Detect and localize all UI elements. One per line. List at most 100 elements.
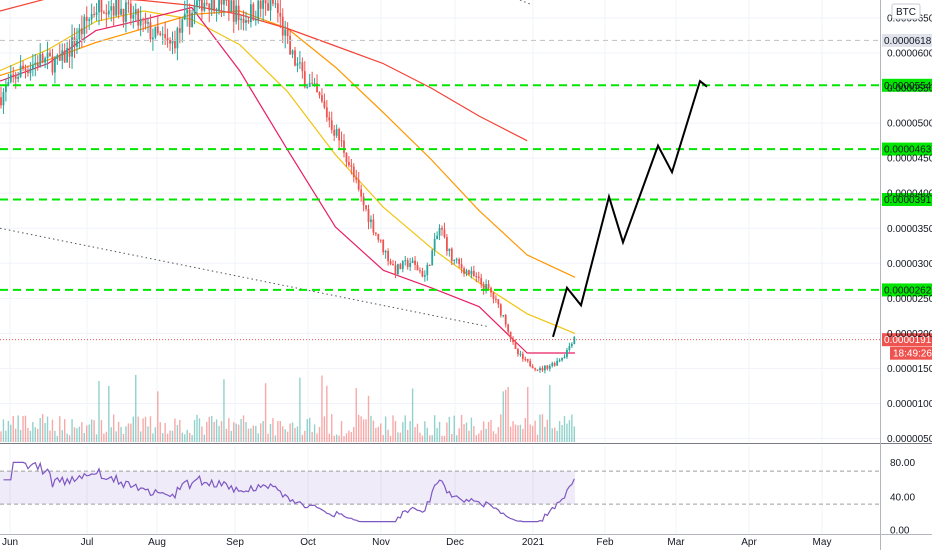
volume-bar <box>338 435 340 442</box>
volume-bar <box>279 421 281 442</box>
candle-body <box>7 82 10 86</box>
candle-body <box>389 261 392 265</box>
candle-body <box>237 5 240 21</box>
current-price-badge <box>882 333 932 347</box>
volume-bar <box>343 435 345 442</box>
projection-path[interactable] <box>552 79 708 338</box>
volume-bar <box>480 430 482 442</box>
volume-bar <box>429 435 431 442</box>
volume-bar <box>76 428 78 442</box>
candle-body <box>360 189 363 197</box>
volume-bar <box>44 422 46 442</box>
candle-body <box>76 39 78 47</box>
candle-body <box>433 238 436 251</box>
candle-body <box>558 360 561 362</box>
volume-bar <box>260 423 262 442</box>
volume-bar <box>509 426 512 442</box>
x-tick-label: Mar <box>667 537 685 548</box>
candle-body <box>438 228 441 236</box>
volume-bar <box>61 430 63 442</box>
volume-bar <box>154 427 157 442</box>
volume-bar <box>93 420 95 442</box>
candle-body <box>553 363 556 366</box>
volume-bar <box>223 379 225 442</box>
candle-body <box>323 101 326 108</box>
candle-body <box>36 62 39 67</box>
candle-body <box>39 54 42 67</box>
volume-bar <box>162 433 164 442</box>
candle-body <box>56 55 59 59</box>
volume-bar <box>220 421 223 442</box>
candle-body <box>49 52 51 57</box>
level-label-badge <box>882 142 932 156</box>
candle-body <box>450 248 453 261</box>
candle-body <box>377 233 380 240</box>
candle-body <box>218 0 220 11</box>
volume-bar <box>240 419 242 442</box>
candle-body <box>492 292 495 299</box>
price-tick-label: 0.0000600 <box>887 49 932 60</box>
price-tick-label: 0.0000050 <box>887 434 932 445</box>
volume-bar <box>218 425 220 442</box>
volume-bar <box>463 424 465 442</box>
volume-bar <box>529 424 531 442</box>
volume-bar <box>127 423 130 442</box>
volume-bar <box>95 434 98 442</box>
volume-bar <box>176 424 179 442</box>
candle-body <box>2 91 5 106</box>
volume-bar <box>306 419 308 442</box>
candle-body <box>250 4 252 23</box>
candle-body <box>54 58 56 73</box>
volume-bar <box>301 434 304 442</box>
volume-bar <box>0 431 2 442</box>
candle-body <box>61 50 64 61</box>
candle-body <box>568 346 571 350</box>
volume-bar <box>81 422 83 442</box>
volume-bar <box>184 434 186 442</box>
volume-bar <box>198 418 201 442</box>
volume-bar <box>566 423 568 442</box>
moving-average-line <box>0 0 528 142</box>
volume-bar <box>507 386 509 442</box>
level-label: 0.0000391 <box>884 195 932 206</box>
volume-bar <box>348 430 350 442</box>
volume-bar <box>517 425 519 442</box>
candle-body <box>387 251 389 262</box>
volume-bar <box>433 415 436 442</box>
candle-body <box>517 349 519 355</box>
volume-bar <box>54 430 56 442</box>
volume-bar <box>318 427 321 442</box>
candle-body <box>176 28 179 49</box>
volume-bar <box>527 387 529 442</box>
candle-body <box>274 3 277 5</box>
volume-bar <box>458 428 460 442</box>
price-tick-label: 0.0000150 <box>887 364 932 375</box>
volume-bar <box>416 423 419 442</box>
x-tick-label: Feb <box>596 537 614 548</box>
candle-body <box>485 284 487 290</box>
volume-bar <box>100 420 103 442</box>
volume-bar <box>311 432 313 442</box>
horizontal-levels[interactable]: 0.00005540.00004630.00003910.00002620.00… <box>0 33 932 360</box>
candle-body <box>325 107 328 118</box>
volume-bar <box>296 426 299 442</box>
volume-bar <box>125 426 127 442</box>
volume-bar <box>492 431 495 442</box>
candle-body <box>225 0 228 1</box>
candle-body <box>178 28 181 33</box>
volume-bar <box>544 426 546 442</box>
candle-body <box>365 205 367 210</box>
candle-body <box>198 0 201 1</box>
volume-bar <box>32 422 34 442</box>
volume-bar <box>208 416 210 442</box>
volume-bar <box>409 421 411 442</box>
projection-zigzag[interactable] <box>552 79 708 338</box>
candle-body <box>384 251 387 253</box>
candle-body <box>382 239 385 253</box>
volume-bar <box>269 423 272 442</box>
candle-body <box>152 37 154 40</box>
volume-bar <box>380 423 382 442</box>
volume-bar <box>274 435 277 442</box>
volume-bar <box>56 435 59 442</box>
